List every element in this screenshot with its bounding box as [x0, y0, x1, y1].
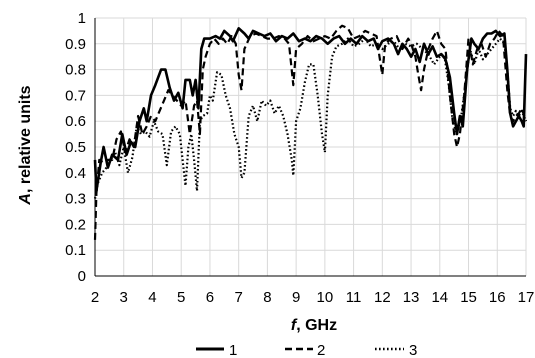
x-tick-label: 17: [518, 289, 535, 306]
x-tick-label: 7: [234, 289, 242, 306]
x-axis-title: f, GHz: [291, 317, 337, 334]
series-line-1: [93, 27, 528, 193]
x-tick-label: 16: [489, 289, 506, 306]
x-tick-label: 12: [374, 289, 391, 306]
y-tick-label: 0.2: [65, 216, 86, 233]
series-line-3: [93, 37, 528, 199]
x-tick-label: 15: [460, 289, 477, 306]
legend: 1 2 3: [196, 342, 417, 358]
series-line-2: [93, 24, 528, 240]
grid: [94, 17, 527, 277]
x-tick-label: 13: [403, 289, 420, 306]
x-tick-label: 5: [177, 289, 185, 306]
y-tick-label: 0.6: [65, 113, 86, 130]
x-tick-label: 3: [120, 289, 128, 306]
x-tick-labels: 2 3 4 5 6 7 8 9 10 11 12 13 14 15 16 17: [91, 289, 535, 306]
y-tick-label: 0: [78, 268, 86, 285]
legend-label-series-1: 1: [229, 342, 237, 358]
x-tick-label: 14: [431, 289, 448, 306]
y-tick-label: 0.8: [65, 62, 86, 79]
y-tick-label: 0.9: [65, 36, 86, 53]
x-tick-label: 10: [317, 289, 334, 306]
y-tick-label: 0.1: [65, 242, 86, 259]
series-lines: [93, 24, 528, 240]
legend-label-series-3: 3: [409, 342, 417, 358]
y-tick-label: 0.7: [65, 87, 86, 104]
y-tick-label: 0.5: [65, 139, 86, 156]
x-tick-label: 6: [206, 289, 214, 306]
x-tick-label: 4: [148, 289, 156, 306]
y-tick-labels: 0 0.1 0.2 0.3 0.4 0.5 0.6 0.7 0.8 0.9 1: [65, 10, 86, 285]
x-tick-label: 9: [292, 289, 300, 306]
y-tick-label: 0.3: [65, 191, 86, 208]
x-tick-label: 11: [346, 289, 362, 306]
x-tick-label: 2: [91, 289, 99, 306]
y-axis-title: A, relative units: [17, 85, 34, 205]
y-tick-label: 1: [78, 10, 86, 27]
x-tick-label: 8: [263, 289, 271, 306]
legend-label-series-2: 2: [317, 342, 325, 358]
y-tick-label: 0.4: [65, 165, 86, 182]
